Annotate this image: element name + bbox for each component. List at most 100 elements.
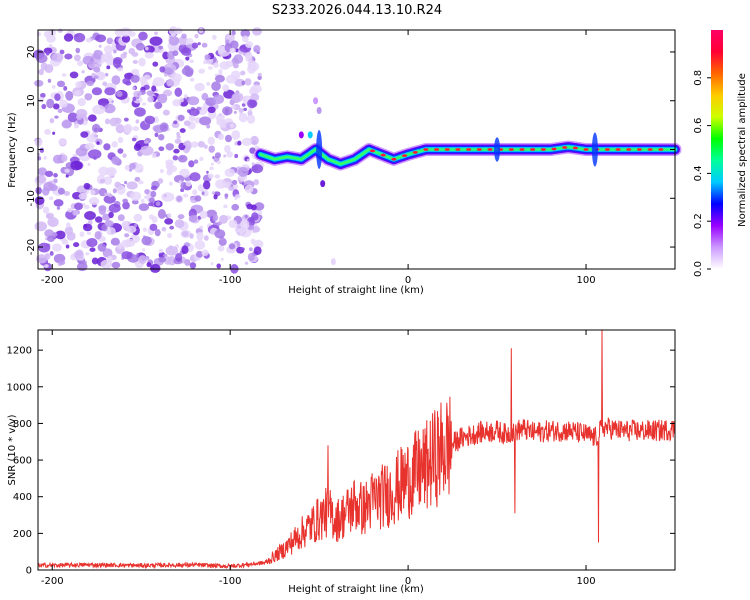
noise-blob bbox=[135, 119, 140, 124]
noise-blob bbox=[252, 27, 262, 36]
colorbar-tick-label: 0.4 bbox=[693, 165, 704, 181]
noise-blob bbox=[217, 133, 225, 141]
noise-blob bbox=[151, 85, 157, 92]
noise-blob bbox=[214, 152, 221, 159]
ridge-peak bbox=[562, 146, 568, 149]
noise-blob bbox=[212, 34, 217, 40]
noise-blob bbox=[214, 74, 225, 83]
noise-blob bbox=[196, 231, 204, 241]
noise-blob bbox=[132, 60, 139, 64]
noise-blob bbox=[134, 223, 138, 228]
noise-blob bbox=[231, 130, 241, 140]
noise-blob bbox=[47, 217, 59, 228]
noise-blob bbox=[170, 73, 182, 83]
noise-blob bbox=[108, 203, 121, 213]
noise-blob bbox=[199, 156, 204, 162]
noise-blob bbox=[220, 257, 224, 261]
noise-blob bbox=[224, 168, 236, 177]
noise-blob bbox=[91, 123, 101, 133]
noise-blob bbox=[143, 195, 148, 199]
noise-blob bbox=[95, 34, 107, 43]
ridge-peak bbox=[551, 147, 557, 151]
noise-blob bbox=[154, 132, 159, 138]
noise-blob bbox=[128, 162, 136, 170]
noise-blob bbox=[105, 51, 113, 59]
snr-xtick-label: 100 bbox=[576, 576, 595, 587]
snr-xtick-label: -200 bbox=[41, 576, 64, 587]
noise-blob bbox=[117, 148, 124, 154]
noise-blob bbox=[224, 144, 231, 153]
noise-blob bbox=[51, 85, 56, 89]
noise-blob bbox=[41, 103, 47, 110]
noise-blob bbox=[241, 137, 253, 146]
noise-blob bbox=[232, 63, 240, 69]
noise-blob bbox=[225, 60, 234, 68]
noise-blob bbox=[212, 214, 219, 222]
noise-blob bbox=[167, 232, 173, 239]
noise-blob bbox=[219, 214, 228, 224]
noise-blob bbox=[188, 108, 200, 117]
ridge-fragment bbox=[316, 106, 322, 114]
noise-blob bbox=[106, 255, 113, 263]
noise-blob bbox=[103, 103, 116, 114]
noise-blob bbox=[154, 101, 162, 110]
noise-blob bbox=[155, 201, 161, 207]
noise-blob bbox=[85, 117, 89, 122]
noise-blob bbox=[78, 192, 88, 200]
noise-blob bbox=[76, 114, 83, 120]
noise-blob bbox=[231, 203, 240, 211]
noise-blob bbox=[177, 114, 185, 121]
ridge-fragment bbox=[320, 180, 326, 188]
noise-blob bbox=[34, 221, 48, 232]
noise-blob bbox=[238, 108, 244, 113]
noise-blob bbox=[52, 131, 56, 135]
noise-blob bbox=[173, 120, 178, 125]
noise-blob bbox=[138, 180, 144, 185]
noise-blob bbox=[61, 73, 67, 77]
noise-blob bbox=[228, 243, 236, 250]
noise-blob bbox=[149, 223, 158, 231]
noise-blob bbox=[55, 230, 66, 240]
noise-blob bbox=[51, 52, 64, 62]
noise-blob bbox=[197, 184, 205, 192]
noise-blob bbox=[123, 123, 133, 134]
noise-blob bbox=[196, 250, 204, 258]
noise-blob bbox=[133, 213, 143, 222]
noise-blob bbox=[247, 224, 255, 231]
colorbar-ticks: 0.0 0.2 0.4 0.6 0.8 bbox=[693, 70, 711, 277]
noise-blob bbox=[161, 192, 175, 202]
noise-blob bbox=[54, 93, 61, 102]
noise-blob bbox=[65, 90, 74, 101]
noise-blob bbox=[158, 133, 165, 141]
noise-blob bbox=[158, 146, 165, 152]
noise-blob bbox=[138, 57, 146, 67]
noise-blob bbox=[207, 106, 216, 114]
ridge-peak bbox=[433, 148, 440, 151]
noise-blob bbox=[183, 141, 188, 146]
noise-blob bbox=[181, 33, 187, 39]
noise-blob bbox=[209, 166, 214, 171]
noise-blob bbox=[249, 147, 256, 154]
noise-blob bbox=[251, 164, 264, 174]
noise-blob bbox=[198, 68, 205, 74]
noise-blob bbox=[185, 56, 190, 61]
noise-blob bbox=[83, 223, 88, 228]
noise-blob bbox=[108, 211, 114, 219]
noise-blob bbox=[143, 74, 151, 81]
ridge-peak bbox=[626, 148, 632, 151]
noise-blob bbox=[44, 128, 51, 135]
noise-blob bbox=[166, 79, 174, 87]
noise-blob bbox=[231, 179, 238, 185]
noise-blob bbox=[250, 204, 257, 211]
noise-blob bbox=[168, 26, 178, 36]
noise-blob bbox=[114, 28, 125, 37]
colorbar-tick-label: 0.0 bbox=[693, 261, 704, 277]
colorbar-tick-label: 0.6 bbox=[693, 118, 704, 134]
noise-blob bbox=[122, 51, 128, 56]
snr-y-ticks: 0 200 400 600 800 1000 1200 bbox=[7, 346, 675, 577]
noise-blob bbox=[194, 82, 205, 92]
noise-blob bbox=[63, 86, 68, 91]
noise-blob bbox=[154, 31, 158, 36]
noise-blob bbox=[39, 147, 45, 153]
noise-blob bbox=[138, 31, 148, 41]
